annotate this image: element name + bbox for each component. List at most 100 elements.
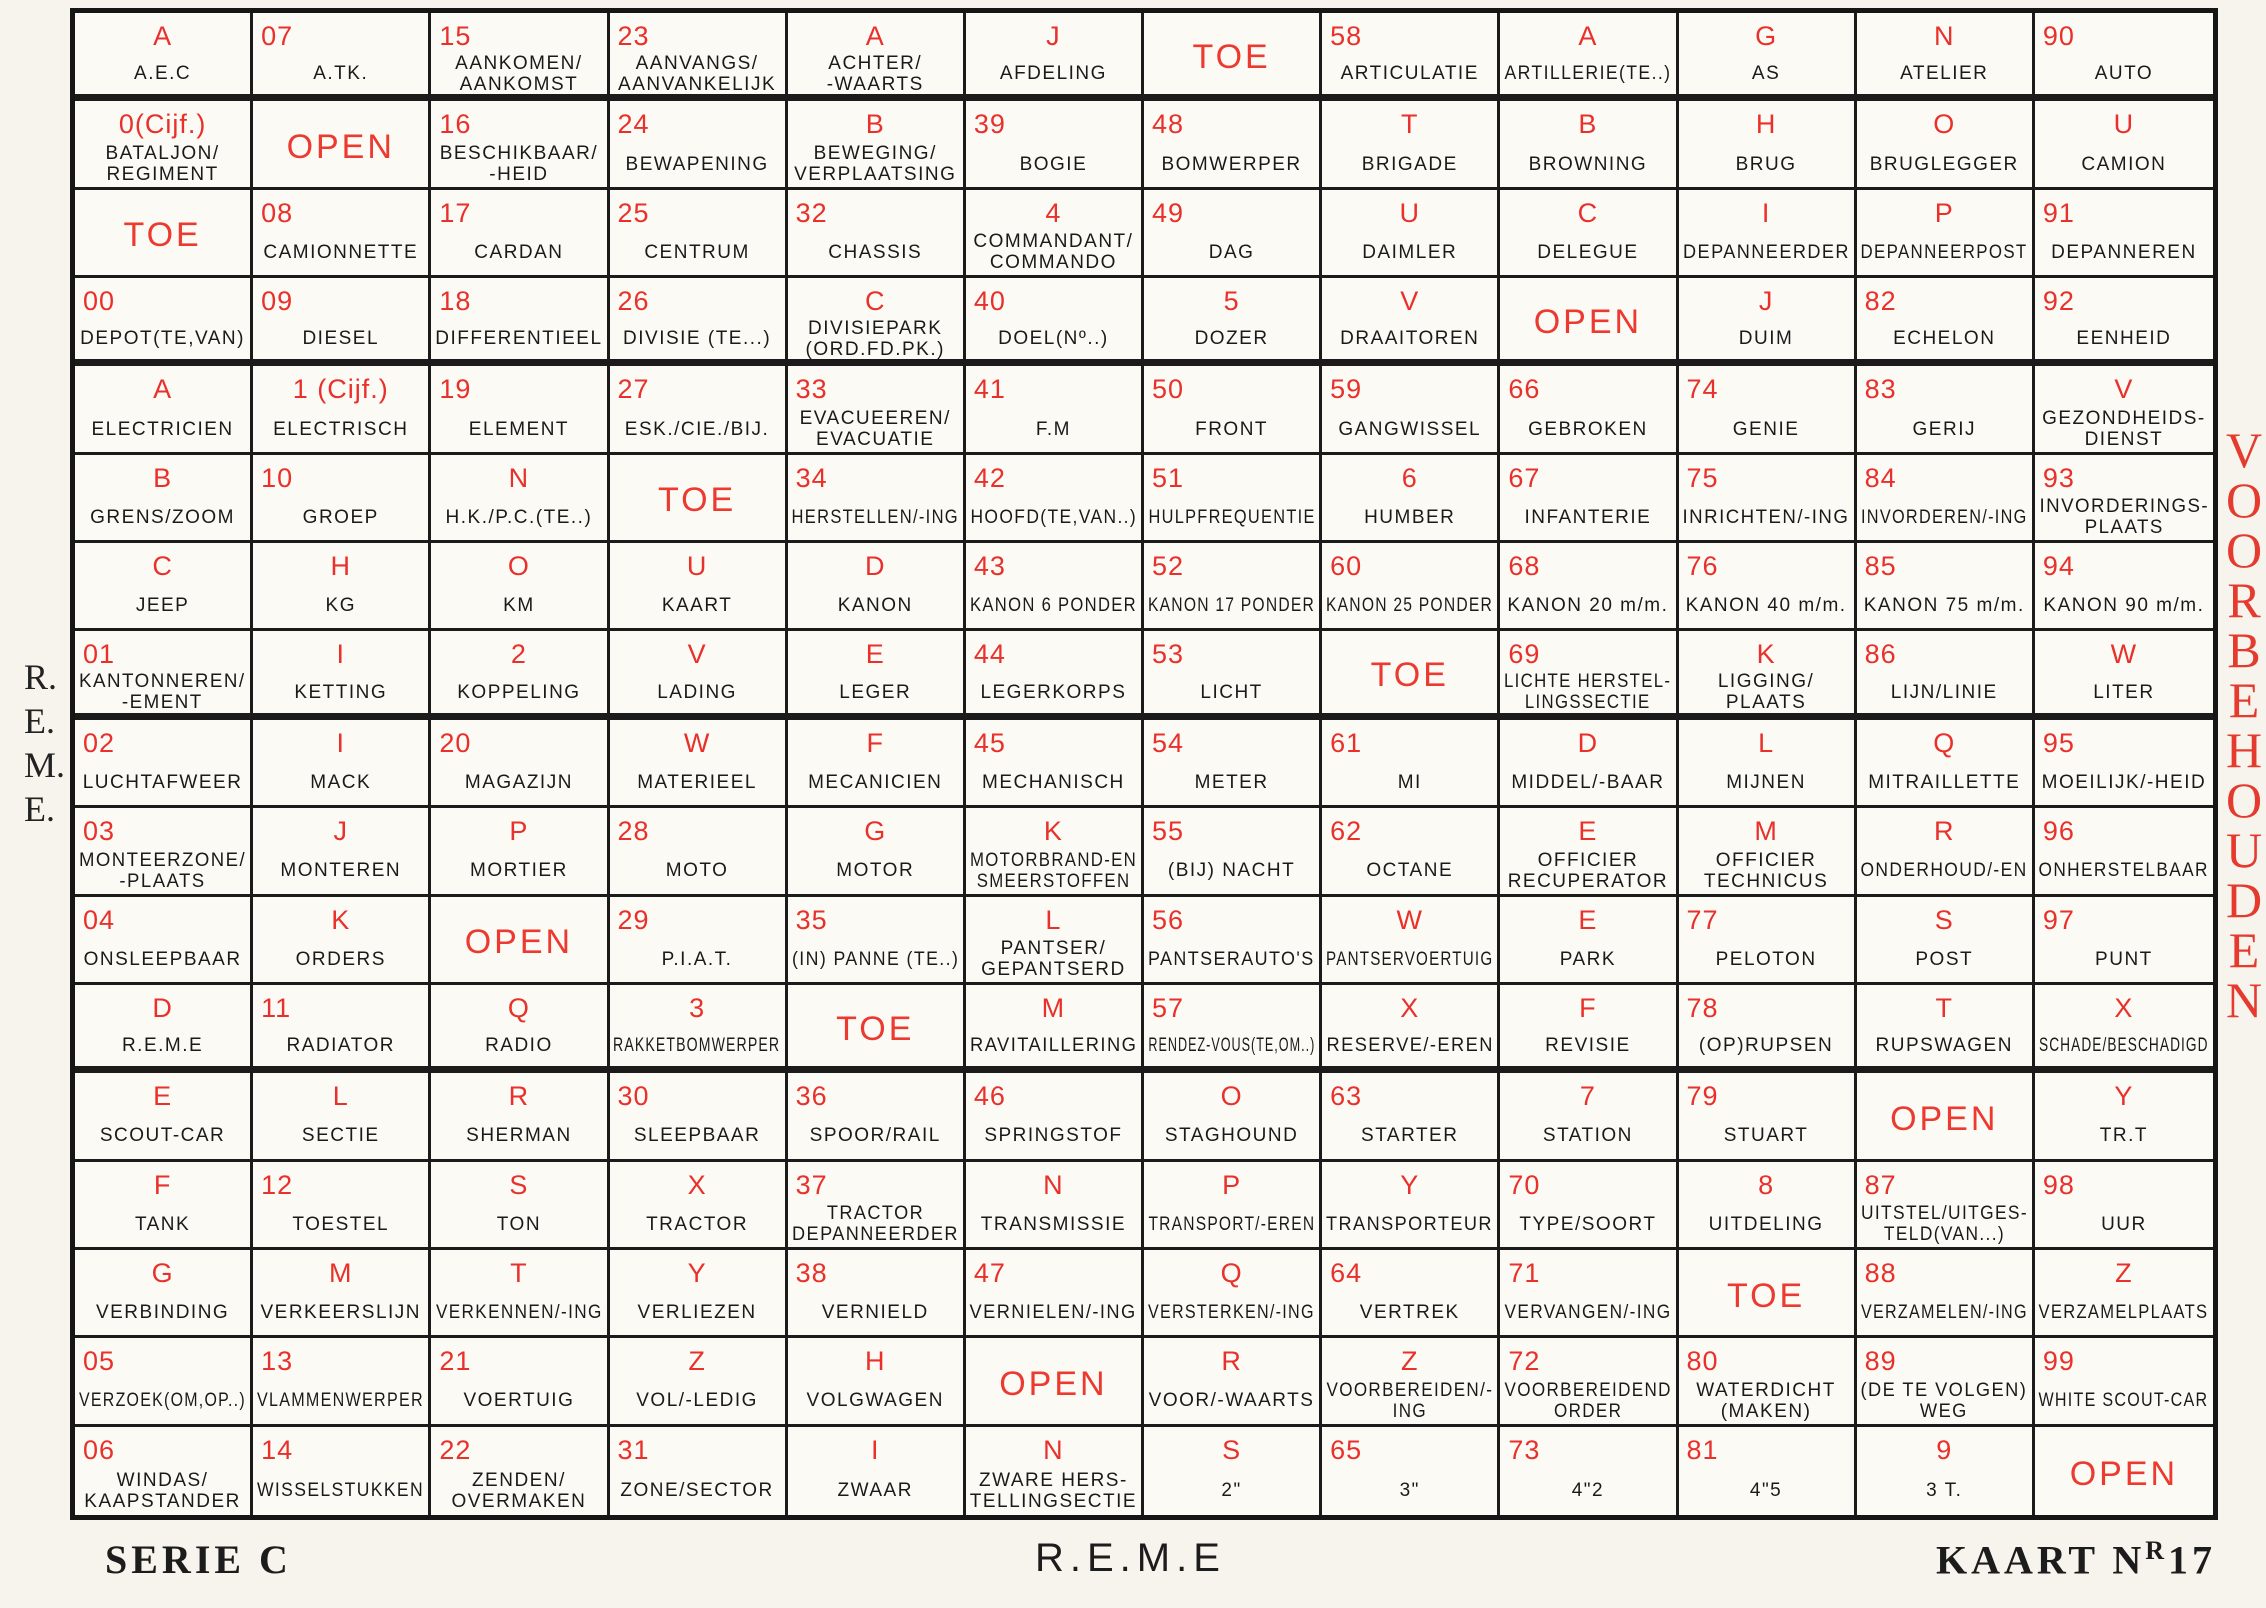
code-cell: 67 INFANTERIE xyxy=(1500,454,1679,544)
code-cell: R VOOR/-WAARTS xyxy=(1144,1338,1323,1427)
code-cell: 12 TOESTEL xyxy=(253,1161,432,1250)
cell-label: MIDDEL/-BAAR xyxy=(1511,771,1665,793)
code-cell: M VERKEERSLIJN xyxy=(253,1249,432,1339)
cell-label: ELEMENT xyxy=(468,418,570,440)
cell-code: 18 xyxy=(439,286,472,317)
cell-label: TANK xyxy=(134,1213,191,1235)
cell-code: 74 xyxy=(1686,374,1719,405)
status-label: TOE xyxy=(657,481,737,520)
code-cell: 86 LIJN/LINIE xyxy=(1856,631,2035,720)
code-cell: Q VERSTERKEN/-ING xyxy=(1144,1249,1323,1339)
cell-code: Y xyxy=(2114,1081,2134,1112)
code-cell: A ELECTRICIEN xyxy=(75,366,254,455)
code-cell: E PARK xyxy=(1500,896,1679,985)
cell-label: DOZER xyxy=(1194,328,1269,350)
cell-code: Z xyxy=(688,1346,706,1377)
code-cell: 39 BOGIE xyxy=(965,101,1144,190)
cell-label: AANKOMEN/ AANKOMST xyxy=(455,52,583,95)
cell-label: VERTREK xyxy=(1359,1302,1460,1324)
cell-code: I xyxy=(336,727,345,758)
cell-label: BOGIE xyxy=(1019,153,1088,175)
cell-code: G xyxy=(1755,21,1778,51)
cell-code: Q xyxy=(507,992,530,1023)
cell-toe: TOE xyxy=(787,984,966,1074)
cell-code: 97 xyxy=(2042,904,2075,935)
cell-code: C xyxy=(864,286,886,317)
cell-toe: TOE xyxy=(609,454,788,544)
cell-label: P.I.A.T. xyxy=(661,948,733,970)
cell-label: SCHADE/BESCHADIGD xyxy=(2039,1035,2209,1057)
code-cell: 65 3" xyxy=(1322,1426,1501,1515)
cell-code: 4 xyxy=(1045,197,1062,228)
code-cell: 37 TRACTOR DEPANNEERDER xyxy=(787,1161,966,1250)
cell-label: ZENDEN/ OVERMAKEN xyxy=(451,1469,587,1512)
code-cell: 72 VOORBEREIDEND ORDER xyxy=(1500,1338,1679,1427)
code-cell: A ACHTER/ -WAARTS xyxy=(787,13,966,102)
footer-title: R.E.M.E xyxy=(1035,1536,1226,1580)
code-cell: O BRUGLEGGER xyxy=(1856,101,2035,190)
cell-label: VERZOEK(OM,OP..) xyxy=(79,1390,247,1412)
code-cell: H BRUG xyxy=(1678,101,1857,190)
code-cell: 53 LICHT xyxy=(1144,631,1323,720)
cell-label: SECTIE xyxy=(301,1125,380,1147)
code-cell: P MORTIER xyxy=(431,808,610,897)
cell-label: MIJNEN xyxy=(1726,771,1806,793)
cell-label: MECHANISCH xyxy=(982,771,1125,793)
cell-code: 12 xyxy=(261,1169,294,1200)
code-cell: A ARTILLERIE(TE..) xyxy=(1500,13,1679,102)
cell-code: C xyxy=(152,551,173,582)
code-cell: E LEGER xyxy=(787,631,966,720)
cell-code: 46 xyxy=(973,1081,1006,1112)
code-cell: K ORDERS xyxy=(253,896,432,985)
cell-code: H xyxy=(1755,109,1777,140)
cell-code: 67 xyxy=(1508,462,1541,493)
cell-label: KOPPELING xyxy=(457,681,581,703)
code-cell: P TRANSPORT/-EREN xyxy=(1144,1161,1323,1250)
cell-code: O xyxy=(507,551,530,582)
code-cell: 1 (Cijf.) ELECTRISCH xyxy=(253,366,432,455)
cell-label: ACHTER/ -WAARTS xyxy=(826,52,924,95)
kaart-number: 17 xyxy=(2168,1537,2216,1583)
code-cell: 16 BESCHIKBAAR/ -HEID xyxy=(431,101,610,190)
cell-code: 82 xyxy=(1864,286,1897,317)
cell-label: RENDEZ-VOUS(TE,OM..) xyxy=(1148,1035,1316,1057)
cell-code: 88 xyxy=(1864,1257,1897,1288)
code-cell: 43 KANON 6 PONDER xyxy=(965,543,1144,632)
cell-label: HOOFD(TE,VAN..) xyxy=(970,506,1137,528)
code-cell: J MONTEREN xyxy=(253,808,432,897)
code-cell: 14 WISSELSTUKKEN xyxy=(253,1426,432,1515)
cell-label: GERIJ xyxy=(1912,418,1976,440)
code-cell: Y TR.T xyxy=(2034,1073,2213,1162)
cell-label: LADING xyxy=(657,681,737,703)
cell-open: OPEN xyxy=(431,896,610,985)
cell-label: JEEP xyxy=(135,595,190,617)
cell-code: X xyxy=(2114,992,2134,1023)
cell-label: GANGWISSEL xyxy=(1338,418,1482,440)
cell-label: DIVISIEPARK (ORD.FD.PK.) xyxy=(805,317,945,360)
cell-label: CAMIONNETTE xyxy=(263,241,419,263)
cell-code: 26 xyxy=(617,286,650,317)
cell-label: H.K./P.C.(TE..) xyxy=(445,506,593,528)
code-cell: U CAMION xyxy=(2034,101,2213,190)
cell-code: 48 xyxy=(1152,109,1185,140)
cell-code: 66 xyxy=(1508,374,1541,405)
cell-label: WATERDICHT (MAKEN) xyxy=(1696,1379,1836,1422)
code-cell: 68 KANON 20 m/m. xyxy=(1500,543,1679,632)
cell-code: A xyxy=(153,374,173,405)
code-cell: M OFFICIER TECHNICUS xyxy=(1678,808,1857,897)
cell-label: HUMBER xyxy=(1364,506,1456,528)
cell-label: ATELIER xyxy=(1900,63,1989,85)
cell-code: 89 xyxy=(1864,1346,1897,1377)
cell-label: KM xyxy=(503,595,535,617)
code-cell: 09 DIESEL xyxy=(253,278,432,367)
cell-code: M xyxy=(1754,816,1778,847)
code-cell: 20 MAGAZIJN xyxy=(431,719,610,809)
code-cell: Z VOORBEREIDEN/- ING xyxy=(1322,1338,1501,1427)
code-cell: 24 BEWAPENING xyxy=(609,101,788,190)
code-cell: 55 (BIJ) NACHT xyxy=(1144,808,1323,897)
cell-code: S xyxy=(1934,904,1954,935)
code-cell: 69 LICHTE HERSTEL- LINGSSECTIE xyxy=(1500,631,1679,720)
cell-label: RAVITAILLERING xyxy=(969,1035,1138,1057)
code-cell: 79 STUART xyxy=(1678,1073,1857,1162)
cell-code: T xyxy=(510,1257,528,1288)
